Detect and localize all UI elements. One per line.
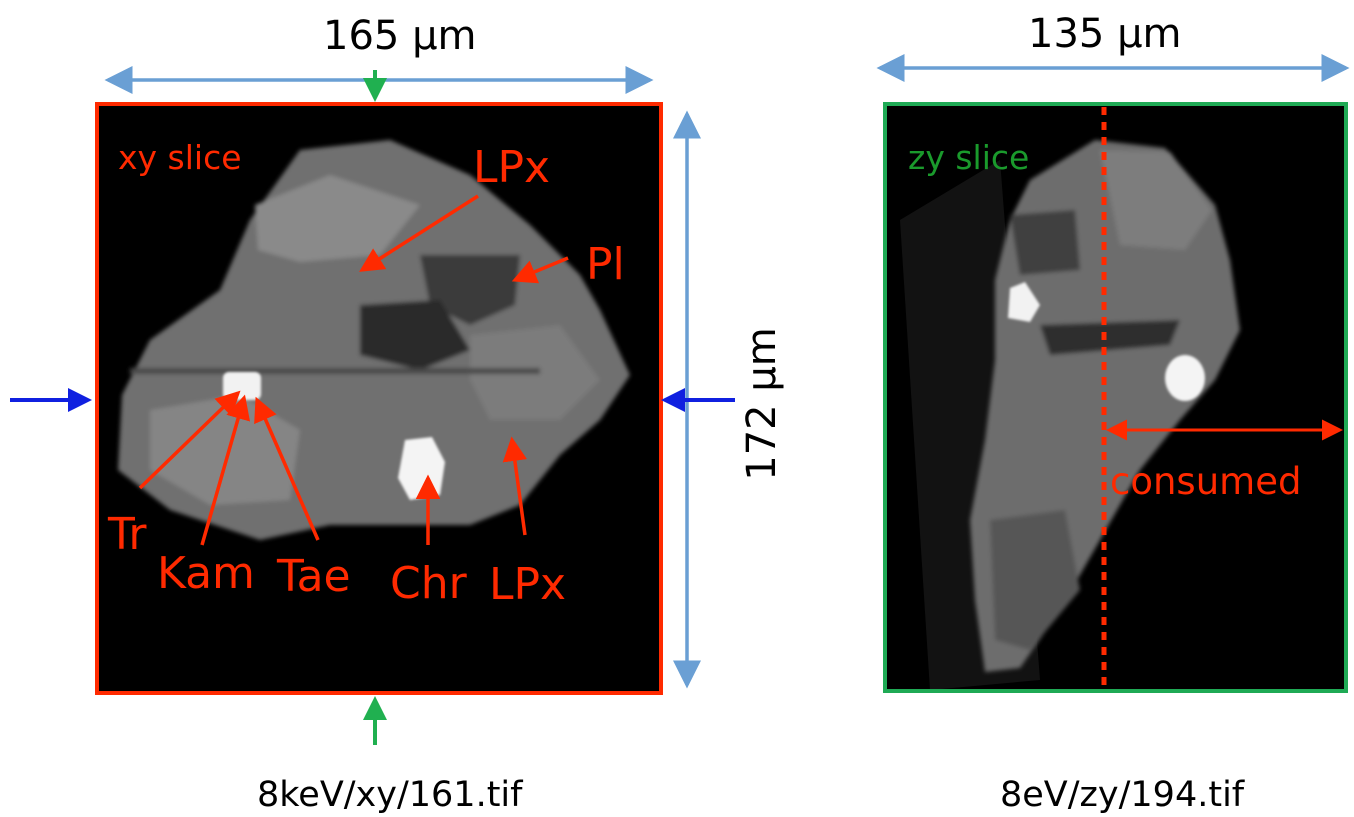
- mineral-label-lpx-top: LPx: [473, 142, 551, 193]
- mineral-label-lpx-bottom: LPx: [489, 559, 567, 610]
- tae-arrow: [254, 396, 320, 541]
- annotation-arrows: [138, 194, 569, 546]
- lpx-top-arrow: [359, 194, 479, 272]
- xy-slice-label: xy slice: [118, 138, 242, 177]
- lpx-bottom-arrow: [502, 436, 527, 536]
- xy-slice-image: [97, 104, 661, 693]
- mineral-label-tr: Tr: [108, 509, 147, 560]
- mineral-label-tae: Tae: [277, 551, 351, 602]
- zy-lower-patch: [990, 510, 1080, 650]
- xy-caption: 8keV/xy/161.tif: [257, 775, 523, 815]
- grain-dark-line: [130, 368, 540, 374]
- zy-slice-frame: [883, 102, 1348, 693]
- tr-bright-inclusion: [223, 372, 261, 400]
- width-label-135: 135 µm: [1028, 11, 1182, 57]
- zy-caption: 8eV/zy/194.tif: [1000, 775, 1245, 815]
- height-label-172: 172 µm: [739, 327, 785, 481]
- width-label-165: 165 µm: [323, 13, 477, 59]
- zy-upper-patch: [1100, 150, 1212, 250]
- pl-arrow: [511, 256, 569, 284]
- zy-dark-patch: [1010, 210, 1080, 275]
- zy-slice-image: [885, 104, 1346, 691]
- zy-slice-label: zy slice: [908, 138, 1030, 177]
- mineral-label-pl: Pl: [586, 239, 625, 290]
- kam-arrow: [200, 394, 251, 546]
- tr-arrow: [138, 390, 241, 490]
- grain-dark-patch-a: [420, 255, 520, 325]
- zy-bright-inclusion-b: [1165, 355, 1205, 401]
- consumed-label: consumed: [1110, 460, 1302, 503]
- mineral-label-chr: Chr: [390, 558, 467, 609]
- mineral-label-kam: Kam: [157, 548, 255, 599]
- grain-dark-patch-b: [360, 300, 470, 370]
- zy-bright-inclusion-a: [1008, 282, 1040, 322]
- grain-light-patch: [255, 175, 420, 262]
- zy-dark-band: [1040, 320, 1180, 355]
